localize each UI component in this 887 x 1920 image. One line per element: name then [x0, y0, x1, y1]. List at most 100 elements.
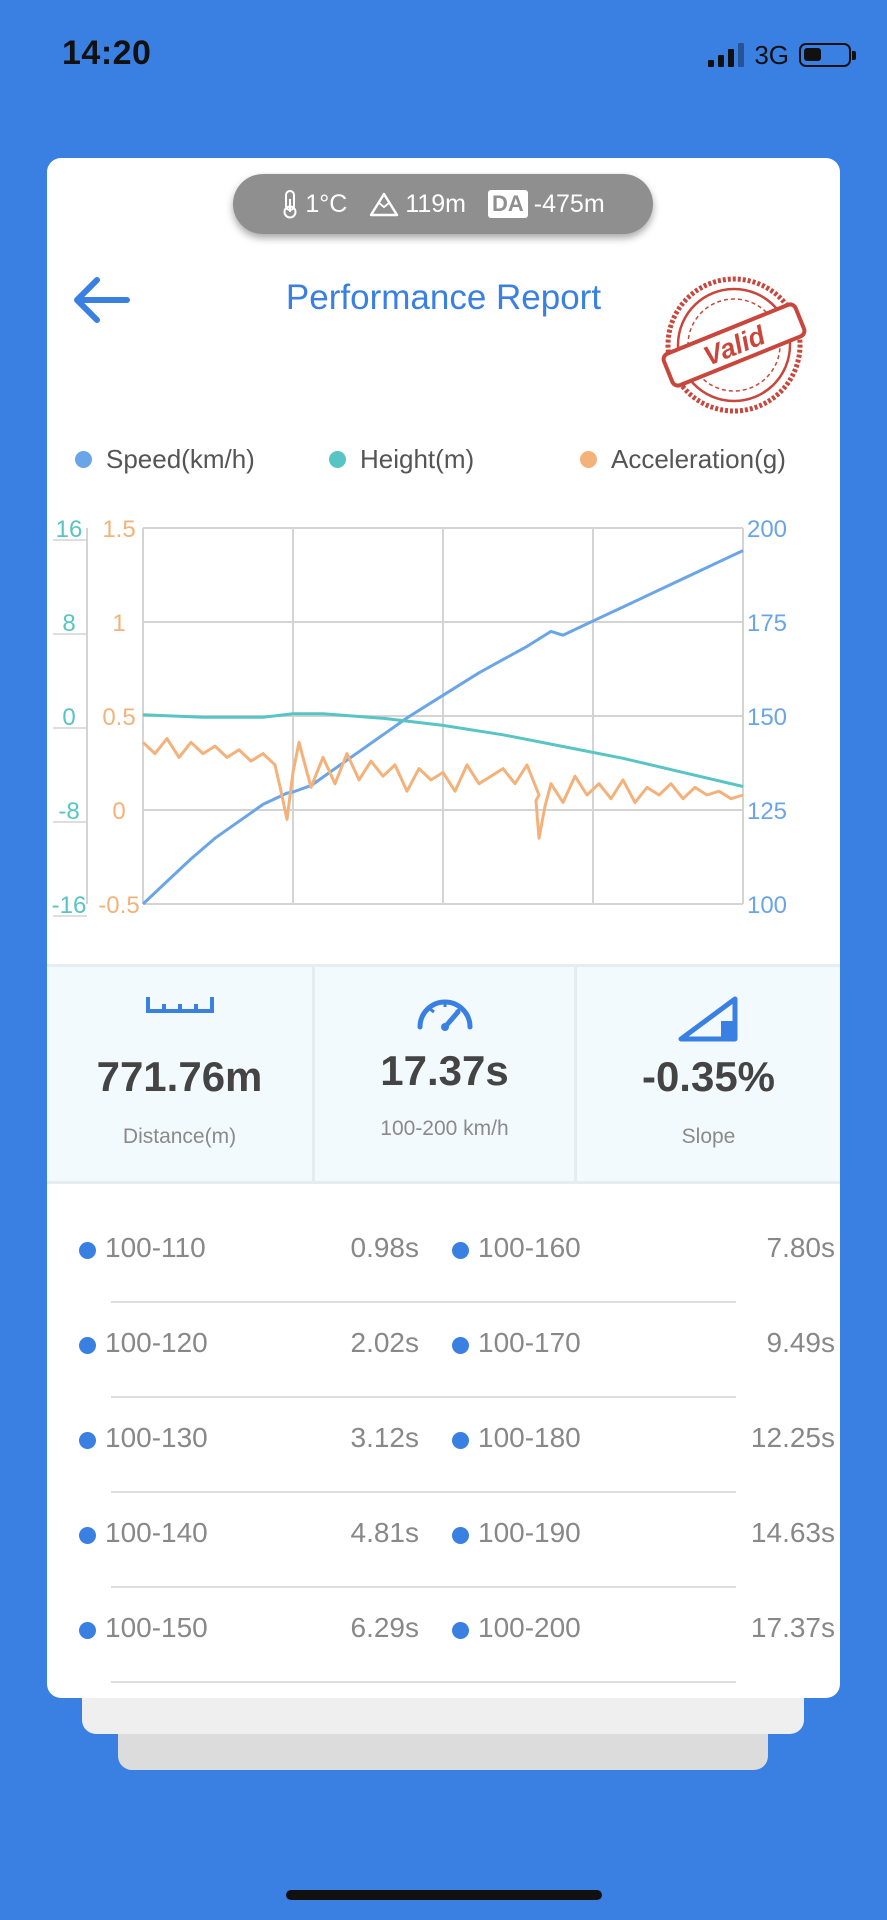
series-height-line	[142, 712, 744, 788]
legend-acceleration-label: Acceleration(g)	[611, 444, 786, 474]
split-left-time: 4.81s	[350, 1517, 420, 1548]
split-row: 100-120 2.02s 100-170 9.49s	[47, 1303, 840, 1398]
report-card: 1°C 119m DA -475m Performance Report Val…	[47, 158, 840, 1698]
split-left: 100-140 4.81s	[79, 1517, 419, 1557]
slope-value: -0.35%	[641, 1053, 776, 1100]
height-tick-label: -8	[58, 798, 79, 825]
accel-tick-label: 0	[112, 798, 125, 825]
status-indicators: 3G	[708, 39, 856, 70]
slope-label: Slope	[681, 1125, 736, 1148]
stat-duration: 17.37s 100-200 km/h	[312, 967, 574, 1181]
stat-slope: -0.35% Slope	[574, 967, 840, 1181]
split-divider	[111, 1586, 736, 1588]
split-left: 100-150 6.29s	[79, 1612, 419, 1652]
split-right: 100-170 9.49s	[452, 1327, 835, 1367]
density-altitude-value: -475m	[533, 189, 605, 218]
series-accel-line	[141, 737, 744, 840]
battery-icon	[799, 43, 856, 67]
split-right-time: 9.49s	[766, 1327, 836, 1358]
battery-level	[804, 48, 821, 61]
split-row: 100-130 3.12s 100-180 12.25s	[47, 1398, 840, 1493]
home-indicator[interactable]	[286, 1890, 602, 1900]
split-divider	[111, 1681, 736, 1683]
split-left-range: 100-110	[105, 1232, 206, 1263]
split-right-time: 7.80s	[766, 1232, 836, 1263]
split-dot	[452, 1527, 469, 1544]
altitude-item: 119m	[369, 190, 466, 219]
split-left: 100-130 3.12s	[79, 1422, 419, 1462]
ruler-icon	[145, 997, 214, 1013]
environment-pill: 1°C 119m DA -475m	[233, 174, 653, 234]
legend-speed-label: Speed(km/h)	[106, 444, 255, 474]
split-divider	[111, 1396, 736, 1398]
split-left-range: 100-140	[105, 1517, 208, 1548]
height-tick-label: 16	[56, 516, 83, 543]
height-tick-label: 8	[62, 610, 75, 637]
chart-legend: Speed(km/h) Height(m) Acceleration(g)	[47, 444, 840, 484]
split-left-time: 3.12s	[350, 1422, 420, 1453]
split-row: 100-150 6.29s 100-200 17.37s	[47, 1588, 840, 1683]
split-divider	[111, 1491, 736, 1493]
series-speed-line	[141, 549, 744, 906]
speed-tick-label: 175	[747, 610, 787, 637]
height-tick-label: -16	[52, 892, 87, 919]
split-dot	[452, 1337, 469, 1354]
accel-tick-label: 0.5	[102, 704, 135, 731]
split-right: 100-160 7.80s	[452, 1232, 835, 1272]
split-left: 100-110 0.98s	[79, 1232, 419, 1272]
legend-height-dot	[329, 451, 346, 468]
duration-value: 17.37s	[380, 1047, 509, 1094]
split-dot	[79, 1242, 96, 1259]
network-type: 3G	[754, 39, 789, 70]
legend-acceleration: Acceleration(g)	[580, 444, 786, 475]
legend-acceleration-dot	[580, 451, 597, 468]
legend-height-label: Height(m)	[360, 444, 475, 474]
split-right-time: 14.63s	[750, 1517, 835, 1548]
split-right-range: 100-200	[478, 1612, 581, 1643]
slope-icon	[678, 996, 737, 1042]
signal-icon	[708, 43, 745, 67]
split-right: 100-200 17.37s	[452, 1612, 835, 1652]
speed-tick-label: 125	[747, 798, 787, 825]
split-left-time: 6.29s	[350, 1612, 420, 1643]
stat-distance: 771.76m Distance(m)	[47, 967, 312, 1181]
legend-speed: Speed(km/h)	[75, 444, 255, 475]
split-row: 100-140 4.81s 100-190 14.63s	[47, 1493, 840, 1588]
back-button[interactable]	[69, 272, 133, 328]
split-divider	[111, 1301, 736, 1303]
split-dot	[79, 1432, 96, 1449]
speed-tick-label: 100	[747, 892, 787, 919]
split-left: 100-120 2.02s	[79, 1327, 419, 1367]
split-left-range: 100-130	[105, 1422, 208, 1453]
split-dot	[452, 1242, 469, 1259]
split-dot	[79, 1527, 96, 1544]
split-left-time: 0.98s	[350, 1232, 420, 1263]
split-left-range: 100-150	[105, 1612, 208, 1643]
accel-tick-label: 1.5	[102, 516, 135, 543]
split-dot	[452, 1622, 469, 1639]
speed-tick-label: 150	[747, 704, 787, 731]
speedometer-icon	[417, 999, 472, 1031]
split-dot	[79, 1337, 96, 1354]
legend-speed-dot	[75, 451, 92, 468]
split-right: 100-180 12.25s	[452, 1422, 835, 1462]
split-right-range: 100-170	[478, 1327, 581, 1358]
legend-height: Height(m)	[329, 444, 474, 475]
accel-tick-label: 1	[112, 610, 125, 637]
split-dot	[79, 1622, 96, 1639]
back-arrow-icon	[74, 277, 130, 323]
stats-panel: 771.76m Distance(m) 17.37s 100-200 km/h …	[47, 964, 840, 1184]
altitude-value: 119m	[405, 189, 466, 218]
split-right-range: 100-180	[478, 1422, 581, 1453]
density-altitude-label: DA	[488, 190, 528, 218]
performance-chart: 16 1.5 200 8 1 175 0 0.5 150 -8 0 125 -16 -0.5 100	[52, 516, 787, 919]
accel-tick-label: -0.5	[98, 892, 139, 919]
temperature-value: 1°C	[305, 189, 348, 218]
distance-label: Distance(m)	[122, 1125, 237, 1148]
split-left-time: 2.02s	[350, 1327, 420, 1358]
page-title: Performance Report	[285, 278, 602, 317]
split-right-range: 100-160	[478, 1232, 581, 1263]
speed-tick-label: 200	[747, 516, 787, 543]
duration-label: 100-200 km/h	[380, 1117, 509, 1140]
thermometer-icon	[283, 190, 297, 219]
